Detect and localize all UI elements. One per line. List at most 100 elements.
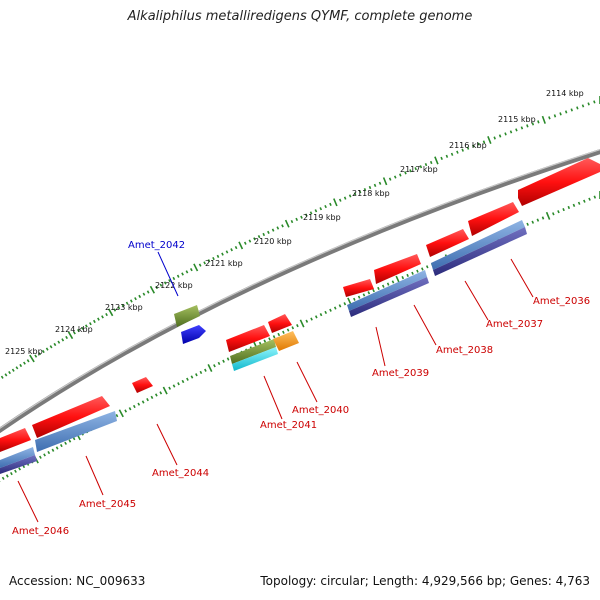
major-tick bbox=[434, 156, 439, 165]
minor-tick bbox=[378, 181, 382, 185]
gene-label-amet-2044[interactable]: Amet_2044 bbox=[152, 468, 209, 479]
outer-tick-track bbox=[0, 96, 600, 381]
minor-tick bbox=[343, 196, 347, 200]
gene-label-amet-2046[interactable]: Amet_2046 bbox=[12, 526, 69, 537]
minor-tick bbox=[4, 373, 8, 377]
gene-label-amet-2037[interactable]: Amet_2037 bbox=[486, 319, 543, 330]
cog-bar-purple[interactable] bbox=[349, 277, 429, 317]
gene-label-amet-2036[interactable]: Amet_2036 bbox=[533, 296, 590, 307]
minor-tick bbox=[404, 171, 407, 175]
genome-backbone bbox=[0, 148, 600, 434]
gene-label-amet-2039[interactable]: Amet_2039 bbox=[372, 368, 429, 379]
cog-bar-deepblue[interactable] bbox=[181, 325, 206, 344]
cog-bar-blue[interactable] bbox=[431, 220, 525, 270]
cog-bar-green[interactable] bbox=[230, 339, 276, 364]
kbp-labels: 2114 kbp 2115 kbp 2116 kbp 2117 kbp 2118… bbox=[5, 89, 584, 356]
cog-bar-cyan[interactable] bbox=[232, 347, 278, 371]
cog-bar-purple[interactable] bbox=[433, 227, 527, 276]
minor-tick bbox=[43, 453, 46, 457]
cog-bar-green[interactable] bbox=[174, 305, 200, 327]
minor-tick bbox=[562, 208, 565, 212]
minor-tick bbox=[577, 201, 581, 205]
kbp-label-2117: 2117 kbp bbox=[400, 165, 438, 174]
minor-tick bbox=[217, 361, 221, 366]
minor-tick bbox=[1, 476, 5, 480]
kbp-label-2114: 2114 kbp bbox=[546, 89, 584, 98]
cds-arrow[interactable] bbox=[343, 279, 374, 297]
cds-arrow[interactable] bbox=[268, 314, 292, 333]
minor-tick bbox=[47, 451, 51, 455]
minor-tick bbox=[121, 303, 125, 308]
minor-tick bbox=[564, 110, 568, 114]
minor-tick bbox=[358, 190, 362, 194]
minor-tick bbox=[388, 177, 392, 181]
minor-tick bbox=[15, 366, 19, 370]
minor-tick bbox=[391, 280, 395, 284]
gene-label-amet-2040[interactable]: Amet_2040 bbox=[292, 405, 349, 416]
minor-tick bbox=[450, 152, 454, 156]
cds-arrow[interactable] bbox=[426, 229, 469, 257]
minor-tick bbox=[367, 291, 371, 295]
minor-tick bbox=[581, 104, 585, 108]
minor-tick bbox=[277, 332, 281, 337]
cds-arrow[interactable] bbox=[468, 202, 519, 236]
gene-label-amet-2045[interactable]: Amet_2045 bbox=[79, 499, 136, 510]
minor-tick bbox=[39, 455, 42, 459]
minor-tick bbox=[146, 398, 149, 402]
cds-arrow[interactable] bbox=[0, 428, 31, 452]
minor-tick bbox=[559, 112, 562, 116]
kbp-label-2125: 2125 kbp bbox=[5, 347, 43, 356]
minor-tick bbox=[343, 302, 347, 306]
minor-tick bbox=[419, 165, 423, 169]
minor-tick bbox=[504, 132, 507, 136]
cog-bar-orange[interactable] bbox=[273, 331, 299, 351]
minor-tick bbox=[253, 237, 256, 241]
minor-tick bbox=[368, 185, 372, 190]
kbp-label-2116: 2116 kbp bbox=[449, 141, 487, 150]
minor-tick bbox=[213, 364, 216, 368]
minor-tick bbox=[199, 370, 203, 375]
minor-tick bbox=[414, 167, 417, 171]
minor-tick bbox=[399, 173, 402, 177]
minor-tick bbox=[424, 163, 428, 167]
cog-bar-blue[interactable] bbox=[347, 270, 427, 311]
minor-tick bbox=[411, 271, 414, 275]
minor-tick bbox=[212, 256, 215, 261]
minor-tick bbox=[85, 324, 88, 328]
minor-tick bbox=[520, 126, 524, 130]
cds-arrow[interactable] bbox=[226, 325, 270, 352]
minor-tick bbox=[248, 239, 252, 243]
cog-bar-blue[interactable] bbox=[0, 447, 35, 468]
minor-tick bbox=[146, 290, 150, 294]
minor-tick bbox=[583, 199, 586, 203]
minor-tick bbox=[51, 448, 55, 452]
minor-tick bbox=[386, 282, 390, 286]
cog-bar-blue[interactable] bbox=[35, 411, 117, 452]
minor-tick bbox=[271, 228, 275, 232]
minor-tick bbox=[8, 370, 11, 375]
minor-tick bbox=[557, 210, 560, 214]
cds-arrow[interactable] bbox=[132, 377, 153, 393]
gene-label-amet-2038[interactable]: Amet_2038 bbox=[436, 345, 493, 356]
cds-arrow[interactable] bbox=[518, 158, 600, 206]
cds-arrow[interactable] bbox=[32, 396, 110, 438]
minor-tick bbox=[128, 407, 132, 411]
minor-tick bbox=[10, 471, 13, 476]
cog-bar-purple[interactable] bbox=[0, 455, 37, 474]
cds-arrow[interactable] bbox=[374, 254, 421, 284]
minor-tick bbox=[257, 235, 261, 239]
minor-tick bbox=[172, 276, 176, 281]
minor-tick bbox=[222, 359, 225, 363]
gene-label-amet-2041[interactable]: Amet_2041 bbox=[260, 420, 317, 431]
major-tick bbox=[545, 211, 551, 220]
minor-tick bbox=[159, 283, 163, 287]
gene-label-amet-2042[interactable]: Amet_2042 bbox=[128, 240, 185, 251]
minor-tick bbox=[537, 120, 540, 124]
minor-tick bbox=[230, 248, 233, 252]
minor-tick bbox=[272, 335, 276, 339]
minor-tick bbox=[26, 359, 30, 363]
minor-tick bbox=[526, 222, 529, 226]
minor-tick bbox=[393, 175, 397, 179]
major-tick bbox=[238, 241, 244, 250]
minor-tick bbox=[5, 474, 9, 478]
